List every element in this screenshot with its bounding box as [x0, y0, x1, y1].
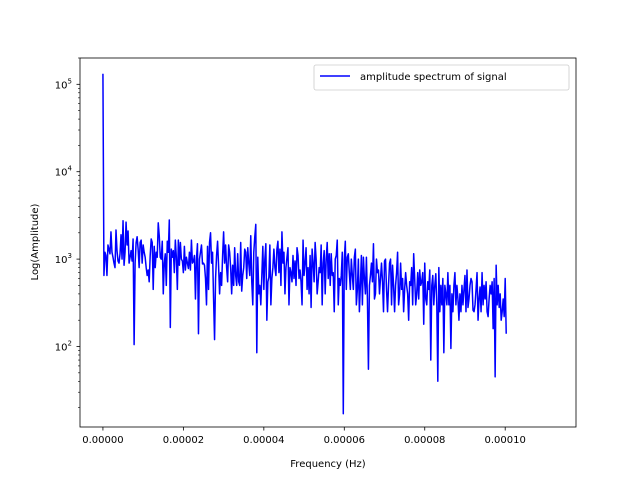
series-line-amplitude-spectrum — [102, 73, 507, 415]
legend: amplitude spectrum of signal — [313, 64, 570, 91]
legend-label-amplitude-spectrum: amplitude spectrum of signal — [360, 72, 507, 83]
x-tick-label: 0.00008 — [404, 435, 445, 446]
y-axis-ticks: 102 103 104 105 — [55, 57, 80, 408]
y-axis-label: Log(Amplitude) — [30, 203, 41, 280]
y-tick-label: 105 — [55, 77, 72, 91]
x-tick-label: 0.00004 — [243, 435, 284, 446]
y-tick-label: 104 — [55, 165, 73, 179]
axes-frame — [79, 57, 577, 428]
y-tick-label: 102 — [55, 340, 72, 354]
x-tick-label: 0.00010 — [485, 435, 526, 446]
plot-area — [79, 57, 577, 428]
legend-box — [313, 64, 570, 91]
x-axis-ticks: 0.00000 0.00002 0.00004 0.00006 0.00008 0.000… — [82, 427, 526, 446]
x-tick-label: 0.00000 — [82, 435, 123, 446]
x-tick-label: 0.00002 — [163, 435, 204, 446]
y-tick-label: 103 — [55, 252, 72, 266]
x-tick-label: 0.00006 — [324, 435, 365, 446]
x-axis-label: Frequency (Hz) — [290, 459, 366, 470]
